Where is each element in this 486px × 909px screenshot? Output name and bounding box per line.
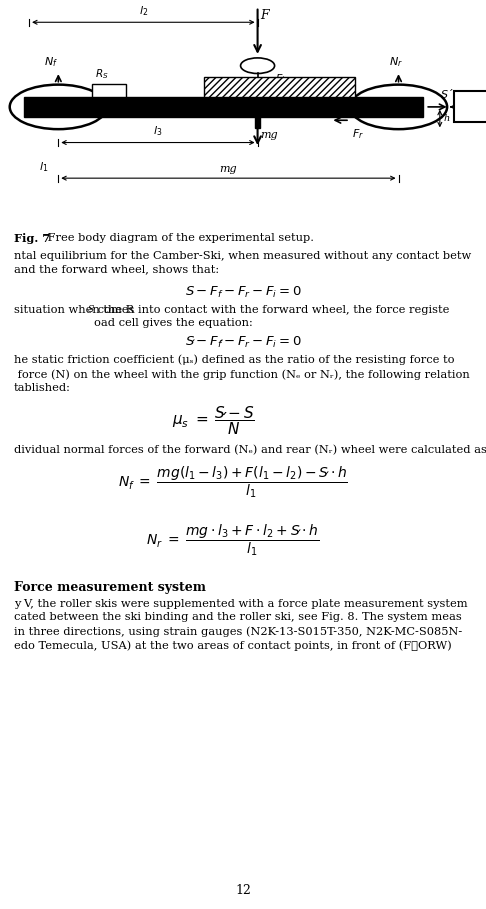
Text: S: S [88, 305, 94, 314]
Text: $l_3$: $l_3$ [153, 125, 163, 138]
Bar [255, 117, 260, 128]
Text: $N_f$: $N_f$ [44, 55, 58, 69]
Text: $S\acute{} - F_f\acute{} - F_r - F_i = 0$: $S\acute{} - F_f\acute{} - F_r - F_i = 0… [185, 335, 301, 350]
Text: $l_1$: $l_1$ [39, 160, 49, 174]
Text: $F_r$: $F_r$ [352, 127, 364, 141]
Text: Force measurement system: Force measurement system [14, 581, 206, 594]
Text: comes into contact with the forward wheel, the force registe
oad cell gives the : comes into contact with the forward whee… [94, 305, 450, 328]
Text: dividual normal forces of the forward (Nₑ) and rear (Nᵣ) wheel were calculated a: dividual normal forces of the forward (N… [14, 445, 486, 455]
Text: Free body diagram of the experimental setup.: Free body diagram of the experimental se… [44, 233, 314, 243]
Text: situation when the R: situation when the R [14, 305, 134, 315]
Text: he static friction coefficient (μₛ) defined as the ratio of the resisting force : he static friction coefficient (μₛ) defi… [14, 355, 470, 394]
Bar [92, 84, 126, 97]
Text: $S - F_f - F_r - F_i = 0$: $S - F_f - F_r - F_i = 0$ [185, 285, 301, 300]
Text: h: h [444, 115, 450, 123]
Text: mg: mg [220, 164, 237, 174]
Text: ntal equilibrium for the Camber-Ski, when measured without any contact betw
and : ntal equilibrium for the Camber-Ski, whe… [14, 251, 471, 275]
Text: $R_S$: $R_S$ [95, 67, 108, 81]
Bar [204, 77, 355, 97]
Text: Load cell: Load cell [464, 103, 486, 112]
Text: F: F [260, 9, 269, 22]
Text: $N_r$: $N_r$ [389, 55, 403, 69]
Text: $N_f \; = \; \dfrac{mg(l_1 - l_3) + F(l_1 - l_2) - S\acute{} \cdot h}{l_1}$: $N_f \; = \; \dfrac{mg(l_1 - l_3) + F(l_… [118, 464, 348, 501]
Text: $S´$: $S´$ [440, 87, 453, 100]
Text: $F_i$: $F_i$ [275, 72, 285, 85]
Text: mg: mg [260, 130, 278, 140]
Text: $l_2$: $l_2$ [139, 4, 148, 18]
Text: $N_r \; = \; \dfrac{mg \cdot l_3 + F \cdot l_2 + S\acute{} \cdot h}{l_1}$: $N_r \; = \; \dfrac{mg \cdot l_3 + F \cd… [146, 523, 320, 558]
Circle shape [68, 103, 83, 109]
Text: y V, the roller skis were supplemented with a force plate measurement system
cat: y V, the roller skis were supplemented w… [14, 599, 468, 651]
Bar [24, 97, 423, 117]
Text: $\mu_s \; = \; \dfrac{S\acute{} - S}{N}$: $\mu_s \; = \; \dfrac{S\acute{} - S}{N}$ [172, 405, 255, 437]
Bar [454, 91, 486, 123]
Text: Fig. 7: Fig. 7 [14, 233, 50, 244]
Text: 12: 12 [235, 884, 251, 897]
